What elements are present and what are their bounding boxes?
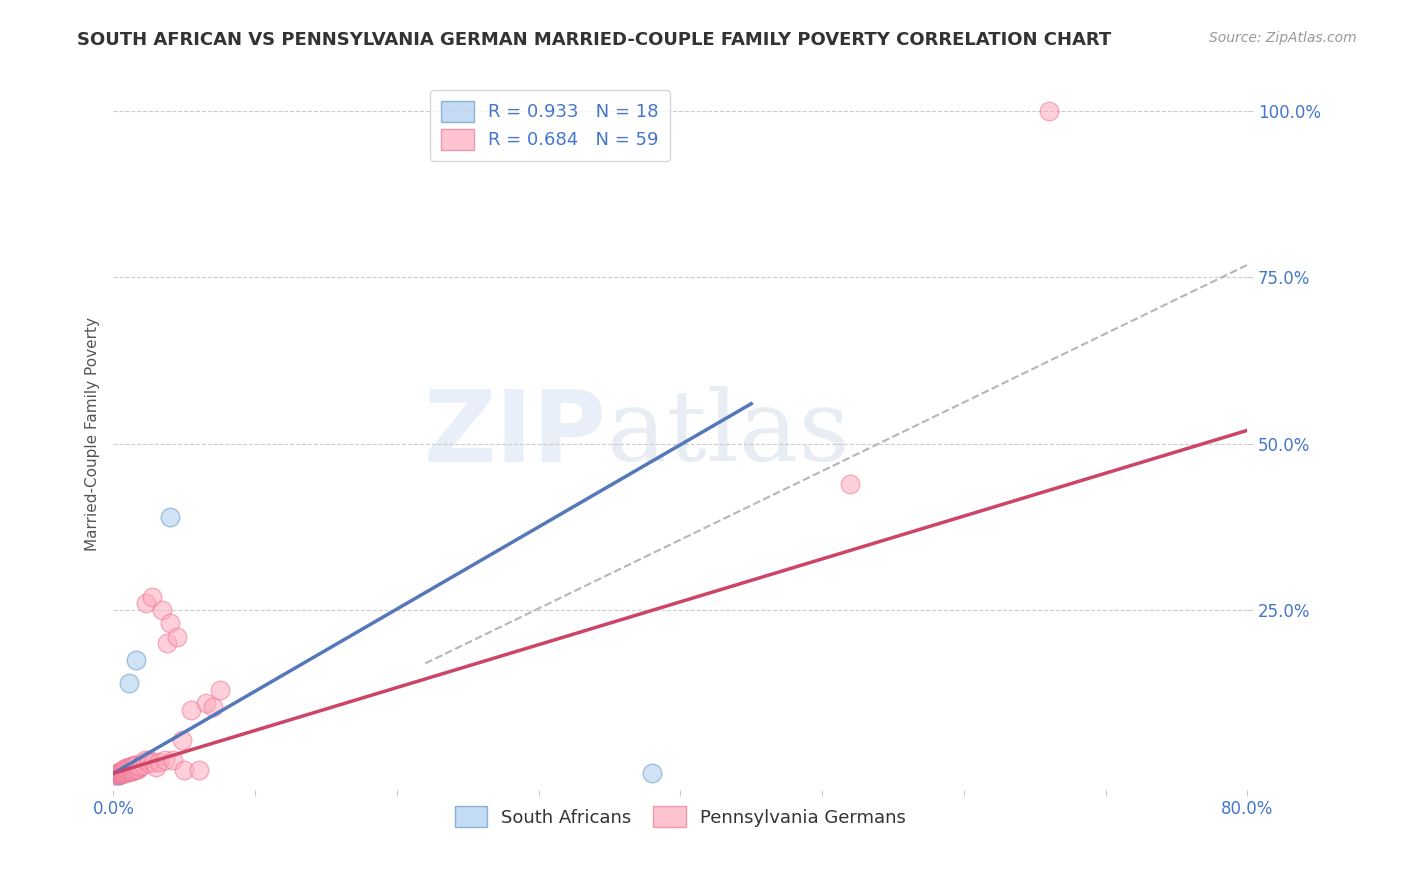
Text: ZIP: ZIP bbox=[423, 385, 607, 483]
Point bbox=[135, 597, 157, 611]
Point bbox=[117, 761, 139, 775]
Point bbox=[131, 756, 153, 771]
Point bbox=[162, 753, 184, 767]
Point bbox=[138, 756, 160, 771]
Point bbox=[110, 765, 132, 780]
Point bbox=[129, 759, 152, 773]
Point bbox=[111, 766, 134, 780]
Point bbox=[107, 767, 129, 781]
Point bbox=[108, 767, 131, 781]
Point bbox=[112, 766, 135, 780]
Point bbox=[112, 765, 135, 780]
Point bbox=[128, 760, 150, 774]
Point bbox=[121, 764, 143, 778]
Point bbox=[115, 764, 138, 779]
Point bbox=[114, 764, 136, 779]
Point bbox=[194, 697, 217, 711]
Point bbox=[122, 759, 145, 773]
Point bbox=[118, 676, 141, 690]
Point bbox=[132, 758, 155, 772]
Point bbox=[138, 753, 160, 767]
Point bbox=[111, 766, 134, 780]
Point bbox=[145, 759, 167, 773]
Point bbox=[108, 764, 131, 779]
Point bbox=[127, 762, 149, 776]
Point bbox=[114, 765, 136, 780]
Point bbox=[159, 509, 181, 524]
Text: SOUTH AFRICAN VS PENNSYLVANIA GERMAN MARRIED-COUPLE FAMILY POVERTY CORRELATION C: SOUTH AFRICAN VS PENNSYLVANIA GERMAN MAR… bbox=[77, 31, 1112, 49]
Point bbox=[125, 757, 148, 772]
Point bbox=[105, 767, 128, 781]
Point bbox=[108, 767, 131, 781]
Point bbox=[122, 763, 145, 777]
Point bbox=[1038, 103, 1060, 118]
Point bbox=[118, 760, 141, 774]
Point bbox=[180, 703, 202, 717]
Point bbox=[166, 630, 188, 644]
Point bbox=[187, 763, 209, 777]
Point bbox=[115, 762, 138, 776]
Point bbox=[107, 767, 129, 781]
Point bbox=[150, 603, 173, 617]
Point bbox=[111, 764, 134, 779]
Point bbox=[117, 764, 139, 779]
Point bbox=[118, 764, 141, 779]
Point bbox=[110, 764, 132, 779]
Point bbox=[170, 733, 193, 747]
Point bbox=[141, 590, 163, 604]
Text: atlas: atlas bbox=[607, 385, 849, 482]
Point bbox=[122, 763, 145, 777]
Point bbox=[134, 753, 156, 767]
Point bbox=[120, 759, 142, 773]
Point bbox=[124, 758, 146, 772]
Point bbox=[142, 755, 165, 769]
Point bbox=[148, 755, 170, 769]
Point bbox=[125, 762, 148, 776]
Point bbox=[153, 753, 176, 767]
Point bbox=[110, 767, 132, 781]
Point bbox=[110, 767, 132, 781]
Point bbox=[114, 761, 136, 775]
Point bbox=[108, 766, 131, 780]
Point bbox=[112, 764, 135, 778]
Point bbox=[111, 764, 134, 779]
Point bbox=[839, 476, 862, 491]
Point bbox=[156, 636, 179, 650]
Point bbox=[208, 683, 231, 698]
Legend: South Africans, Pennsylvania Germans: South Africans, Pennsylvania Germans bbox=[447, 799, 914, 834]
Point bbox=[159, 616, 181, 631]
Point bbox=[641, 766, 664, 780]
Point bbox=[105, 768, 128, 782]
Point bbox=[110, 765, 132, 780]
Text: Source: ZipAtlas.com: Source: ZipAtlas.com bbox=[1209, 31, 1357, 45]
Y-axis label: Married-Couple Family Poverty: Married-Couple Family Poverty bbox=[86, 317, 100, 550]
Point bbox=[112, 764, 135, 779]
Point bbox=[114, 763, 136, 777]
Point bbox=[124, 763, 146, 777]
Point bbox=[125, 653, 148, 667]
Point bbox=[117, 764, 139, 778]
Point bbox=[107, 765, 129, 780]
Point bbox=[120, 764, 142, 779]
Point bbox=[115, 764, 138, 779]
Point bbox=[173, 763, 195, 777]
Point bbox=[121, 759, 143, 773]
Point bbox=[201, 699, 224, 714]
